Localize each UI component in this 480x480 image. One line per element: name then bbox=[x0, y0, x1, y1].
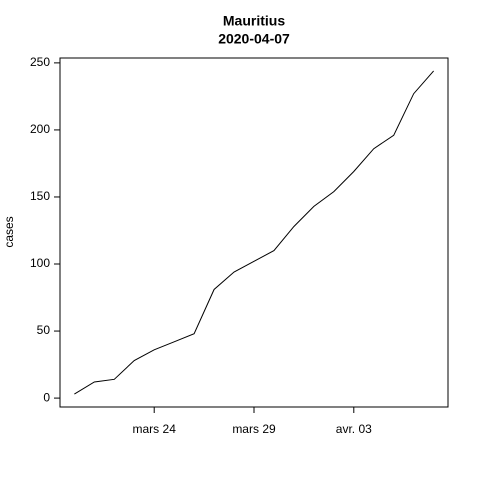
chart-subtitle: 2020-04-07 bbox=[218, 31, 290, 47]
y-tick-label: 250 bbox=[30, 55, 50, 69]
x-tick-label: mars 24 bbox=[133, 422, 177, 436]
y-tick-label: 50 bbox=[37, 323, 51, 337]
y-tick-label: 150 bbox=[30, 189, 50, 203]
y-tick-label: 0 bbox=[43, 390, 50, 404]
x-tick-label: mars 29 bbox=[232, 422, 276, 436]
x-tick-label: avr. 03 bbox=[336, 422, 372, 436]
y-tick-label: 100 bbox=[30, 256, 50, 270]
y-tick-label: 200 bbox=[30, 122, 50, 136]
y-axis-label: cases bbox=[2, 216, 16, 247]
line bbox=[74, 70, 435, 395]
chart-title: Mauritius bbox=[223, 13, 285, 29]
